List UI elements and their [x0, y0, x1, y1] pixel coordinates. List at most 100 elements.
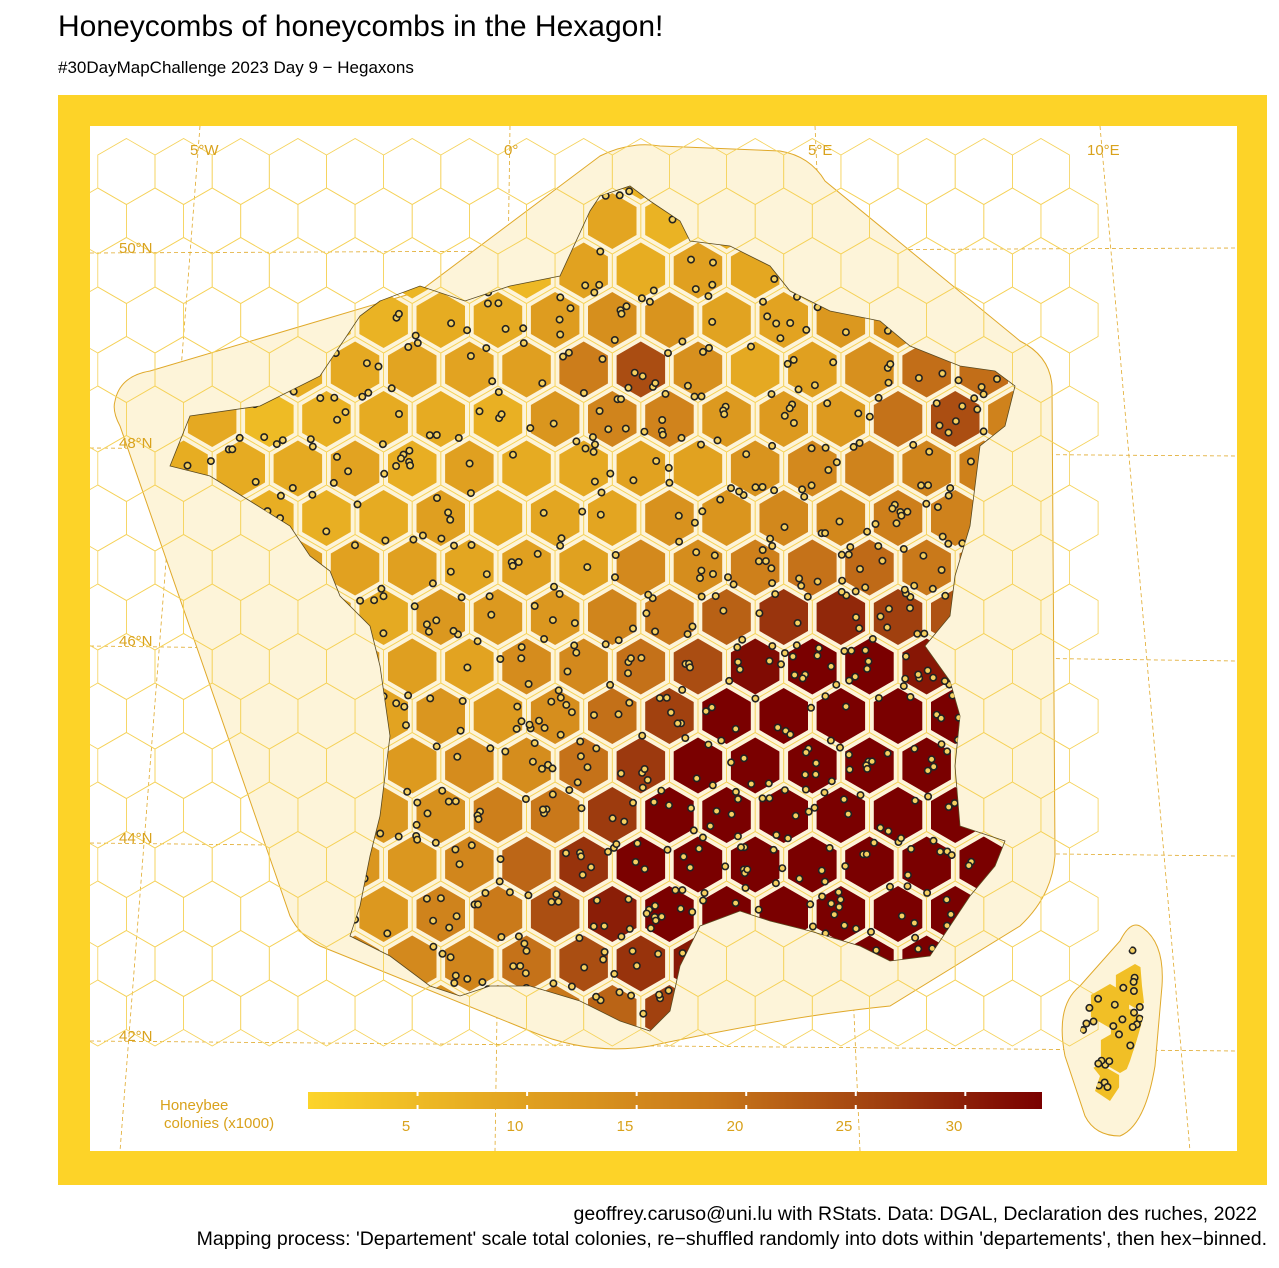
- map-panel: 5°W 0° 5°E 10°E 50°N 48°N 46°N 44°N 42°N…: [90, 126, 1237, 1151]
- hex-cell: [902, 539, 951, 596]
- colony-dot: [885, 882, 894, 891]
- colony-dot: [807, 444, 816, 453]
- colony-dot: [556, 541, 565, 550]
- colony-dot: [429, 942, 438, 951]
- colony-dot: [413, 798, 422, 807]
- colony-dot: [707, 703, 716, 712]
- colony-dot: [1013, 1019, 1015, 1028]
- colony-dot: [835, 517, 844, 526]
- hex-cell: [588, 490, 637, 546]
- lat-label-50n: 50°N: [119, 240, 153, 257]
- colony-dot: [668, 215, 677, 224]
- colony-dot: [533, 549, 542, 558]
- colony-dot: [652, 456, 661, 465]
- colony-dot: [528, 757, 537, 766]
- colony-dot: [547, 697, 556, 706]
- colony-dot: [755, 609, 764, 618]
- colony-dot: [592, 896, 601, 905]
- colony-dot: [309, 231, 318, 240]
- colony-dot: [923, 666, 932, 675]
- colony-dot: [496, 855, 505, 864]
- colony-dot: [590, 477, 599, 486]
- colony-dot: [719, 606, 728, 615]
- colony-dot: [587, 863, 596, 872]
- hex-cell: [473, 688, 523, 744]
- colony-dot: [378, 214, 387, 223]
- hex-cell: [759, 292, 808, 348]
- hex-cell: [90, 292, 122, 348]
- colony-dot: [772, 319, 781, 328]
- colony-dot: [789, 418, 798, 427]
- colony-dot: [432, 430, 441, 439]
- colony-dot: [678, 685, 687, 694]
- colony-dot: [194, 813, 203, 822]
- colony-dot: [849, 442, 858, 451]
- colony-dot: [435, 204, 444, 213]
- colony-dot: [537, 764, 546, 773]
- hex-outline: [183, 187, 242, 255]
- colony-dot: [876, 823, 885, 832]
- colony-dot: [413, 835, 422, 844]
- colony-dot: [637, 653, 646, 662]
- colony-dot: [451, 797, 460, 806]
- colony-dot: [406, 1033, 412, 1039]
- colony-dot: [266, 269, 275, 278]
- hex-cell: [330, 242, 380, 299]
- colony-dot: [770, 486, 779, 495]
- colony-dot: [929, 836, 938, 845]
- colony-dot: [711, 592, 720, 601]
- colony-dot: [927, 755, 936, 764]
- colony-dot: [322, 527, 331, 536]
- colony-dot: [1089, 1017, 1098, 1026]
- colony-dot: [651, 627, 660, 636]
- colony-dot: [663, 845, 672, 854]
- colony-dot: [827, 777, 836, 786]
- colony-dot: [486, 744, 495, 753]
- colony-dot: [628, 798, 637, 807]
- colony-dot: [804, 807, 813, 816]
- colony-dot: [272, 440, 281, 449]
- colony-dot: [524, 891, 533, 900]
- colony-dot: [820, 788, 829, 797]
- colony-dot: [1082, 1019, 1091, 1028]
- hex-cell: [845, 440, 894, 497]
- hex-cell: [216, 242, 265, 299]
- colony-dot: [621, 424, 630, 433]
- hex-cell: [645, 490, 694, 546]
- process-caption: Mapping process: 'Departement' scale tot…: [196, 1228, 1267, 1250]
- colony-dot: [821, 443, 830, 452]
- colony-dot: [827, 899, 836, 908]
- colony-dot: [374, 362, 383, 371]
- colony-dot: [519, 201, 528, 210]
- colony-dot: [463, 974, 472, 983]
- colony-dot: [592, 992, 601, 1001]
- colony-dot: [801, 785, 810, 794]
- colony-dot: [564, 348, 573, 357]
- legend-title-line2: colonies (x1000): [164, 1115, 275, 1132]
- colony-dot: [642, 909, 651, 918]
- colony-dot: [540, 723, 549, 732]
- colony-dot: [697, 592, 706, 601]
- colony-dot: [914, 944, 923, 953]
- hex-cell: [473, 886, 523, 942]
- colony-dot: [690, 518, 699, 527]
- hex-cell: [816, 589, 866, 645]
- colony-dot: [188, 854, 197, 863]
- colony-dot: [524, 679, 533, 688]
- colony-dot: [567, 708, 576, 717]
- colony-dot: [567, 982, 576, 991]
- colony-dot: [519, 339, 528, 348]
- colony-dot: [951, 417, 960, 426]
- colony-dot: [446, 953, 455, 962]
- hex-cell: [759, 688, 808, 744]
- colony-dot: [789, 355, 798, 364]
- colony-dot: [638, 783, 647, 792]
- colony-dot: [835, 743, 844, 752]
- colony-dot: [640, 764, 649, 773]
- hex-cell: [359, 886, 408, 942]
- colony-dot: [438, 786, 447, 795]
- colony-dot: [855, 624, 864, 633]
- colony-dot: [606, 680, 615, 689]
- colony-dot: [844, 750, 853, 759]
- colony-dot: [866, 927, 875, 936]
